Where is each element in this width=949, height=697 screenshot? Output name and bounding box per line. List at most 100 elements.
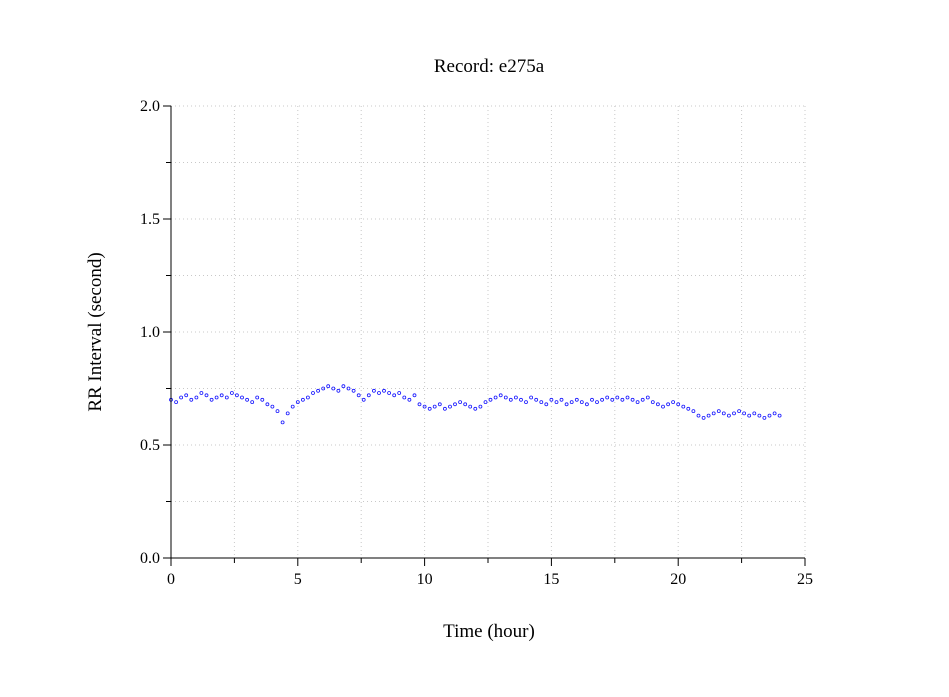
x-tick-label: 5 [294,571,302,588]
data-point [422,404,427,409]
data-point [554,400,559,405]
data-point [767,413,772,418]
data-point [295,400,300,405]
tick-labels: 0 5 10 15 20 25 0.0 0.5 1.0 1.5 2.0 [140,98,813,588]
data-point [721,411,726,416]
data-point [397,391,402,395]
data-point [676,402,681,407]
data-point [519,397,523,402]
data-point [747,413,752,418]
data-point [427,406,432,411]
y-tick-label: 0.5 [140,437,160,454]
data-point [620,397,625,402]
data-point [250,400,255,405]
data-point [777,413,782,418]
x-axis-label: Time (hour) [443,621,535,642]
data-point [240,395,244,400]
data-point [194,395,199,400]
data-point [219,393,224,398]
data-point [574,397,579,402]
data-point [478,404,483,409]
data-point [483,400,488,405]
data-point [346,386,351,391]
data-point [732,411,736,416]
data-point [245,397,250,402]
data-point [229,391,234,395]
data-point [351,388,356,393]
data-point [645,395,650,400]
data-point [656,402,660,407]
data-point [696,413,701,418]
data-point [559,397,564,402]
x-tick-label: 20 [670,571,686,588]
data-point [392,393,397,398]
data-point [290,404,295,409]
data-point [635,400,640,405]
data-point [371,388,376,393]
data-point [701,415,706,420]
data-point [331,386,336,391]
data-point [569,400,574,405]
data-point [321,386,326,391]
data-point [610,397,615,402]
y-tick-label: 0.0 [140,550,160,567]
data-point [737,409,741,414]
data-point [605,395,610,400]
data-point [275,409,280,414]
data-point [417,402,422,407]
data-point [579,400,584,405]
data-point [529,395,533,400]
data-point [407,397,412,402]
data-point [326,384,331,389]
data-point [361,397,366,402]
data-point [199,391,204,395]
data-point [706,413,711,418]
data-point [458,400,463,405]
data-point [762,415,767,420]
data-point [387,391,392,395]
data-points [169,384,782,425]
data-point [534,397,539,402]
data-point [300,397,305,402]
data-point [727,413,731,418]
data-point [498,393,503,398]
data-point [661,404,665,409]
data-point [209,397,214,402]
data-point [488,397,493,402]
x-tick-label: 10 [417,571,433,588]
data-point [204,393,209,398]
ticks [163,105,806,566]
chart-title: Record: e275a [434,56,545,77]
data-point [285,411,290,416]
data-point [442,406,447,411]
data-point [493,395,498,400]
data-point [544,402,549,407]
y-axis-label: RR Interval (second) [85,252,106,411]
data-point [640,397,645,402]
data-point [752,411,757,416]
data-point [366,393,371,398]
y-tick-label: 1.5 [140,211,160,228]
data-point [463,402,468,407]
data-point [402,395,407,400]
data-point [585,402,589,407]
grid-lines [171,105,806,558]
x-tick-label: 0 [167,571,175,588]
data-point [179,395,184,400]
data-point [432,404,437,409]
data-point [280,420,285,425]
data-point [305,395,310,400]
data-point [214,395,219,400]
data-point [311,391,315,395]
data-point [503,395,508,400]
x-tick-label: 15 [543,571,559,588]
data-point [742,411,746,416]
data-point [234,393,239,398]
data-point [564,402,569,407]
data-point [590,397,594,402]
data-point [630,397,635,402]
data-point [650,400,655,405]
data-point [260,397,265,402]
data-point [189,397,194,402]
data-point [336,388,341,393]
